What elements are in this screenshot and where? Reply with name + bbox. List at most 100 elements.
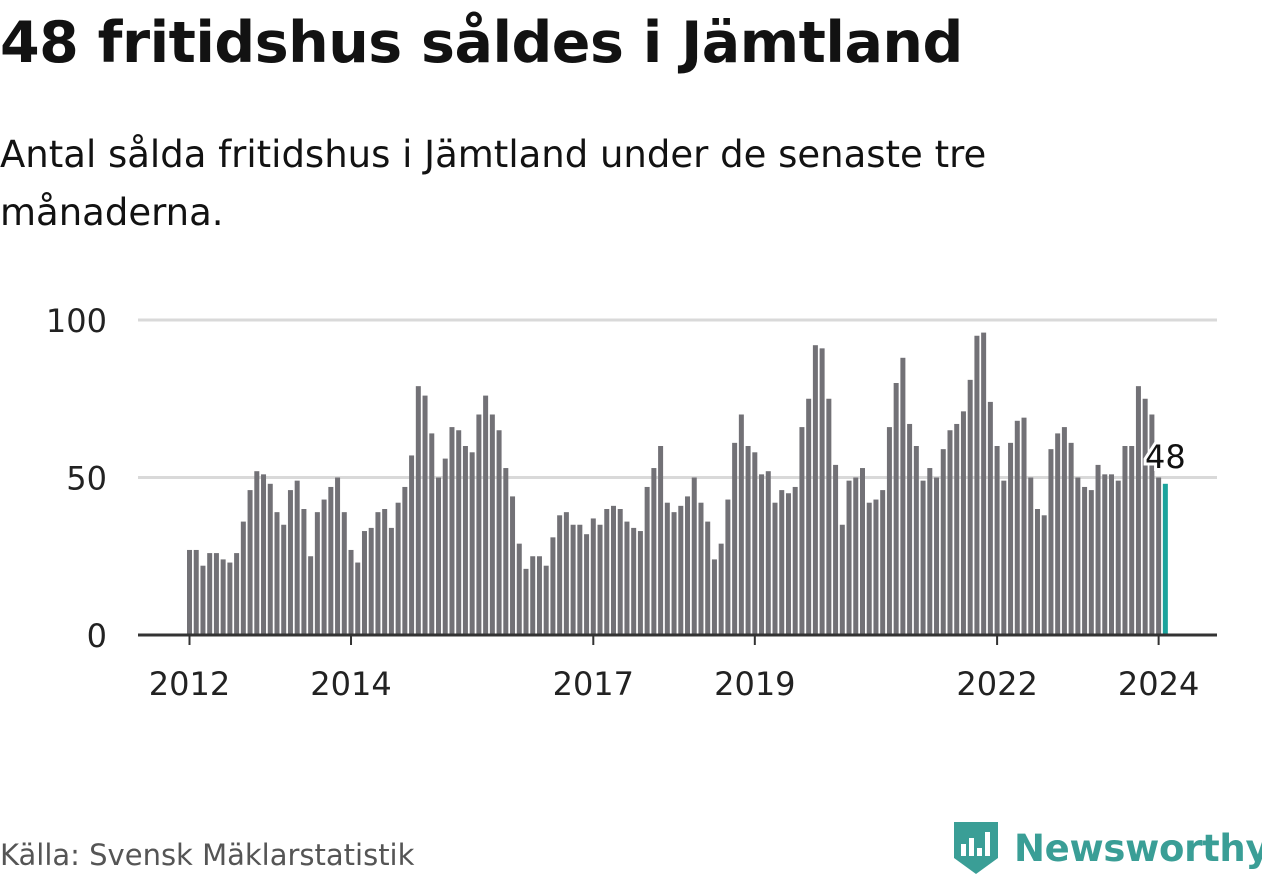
bar <box>927 468 933 635</box>
bar <box>711 559 717 635</box>
bar <box>247 490 253 635</box>
bar <box>880 490 886 635</box>
bar <box>738 414 744 635</box>
bar <box>321 499 327 635</box>
latest-value-label: 48 <box>1145 438 1186 476</box>
bar <box>281 524 287 635</box>
bar <box>981 332 987 635</box>
x-tick-label: 2022 <box>956 665 1037 703</box>
bar <box>348 549 354 635</box>
bar <box>846 480 852 635</box>
brand-name: Newsworthy <box>1014 826 1262 870</box>
bar <box>220 559 226 635</box>
bar <box>1082 486 1088 635</box>
bar <box>254 471 260 635</box>
bar <box>839 524 845 635</box>
bar <box>900 357 906 635</box>
bar <box>1075 477 1081 635</box>
bar <box>792 486 798 635</box>
bar <box>745 446 751 635</box>
bar <box>341 512 347 635</box>
bar <box>806 398 812 635</box>
x-tick-label: 2017 <box>553 665 634 703</box>
bar <box>610 505 616 635</box>
bar <box>1055 433 1061 635</box>
bar <box>1102 474 1108 635</box>
bar <box>402 486 408 635</box>
x-tick-label: 2014 <box>310 665 391 703</box>
bar <box>187 549 192 635</box>
bar <box>940 449 946 635</box>
bar <box>449 427 455 635</box>
bar <box>489 414 495 635</box>
bar <box>213 553 219 635</box>
bar <box>543 565 549 635</box>
chart-title: 48 fritidshus såldes i Jämtland <box>0 10 963 76</box>
bar <box>920 480 926 635</box>
bar <box>429 433 435 635</box>
bar <box>934 477 940 635</box>
bar <box>637 531 643 635</box>
bar <box>644 486 650 635</box>
bar <box>833 464 839 635</box>
bar-highlight <box>1162 483 1168 635</box>
bar <box>685 496 691 635</box>
bar <box>1048 449 1054 635</box>
bar <box>1149 414 1155 635</box>
bar <box>725 499 731 635</box>
bar <box>476 414 482 635</box>
bar <box>207 553 213 635</box>
bar <box>987 401 993 635</box>
bar-chart: 0 50 100 2012 2014 2017 2019 2022 2024 48 <box>46 302 1217 703</box>
bar <box>261 474 267 635</box>
bar <box>274 512 280 635</box>
newsworthy-logo[interactable]: Newsworthy <box>950 818 1262 878</box>
bar <box>785 493 791 635</box>
bar <box>240 521 246 635</box>
bar <box>1088 490 1094 635</box>
bar <box>469 452 475 635</box>
bar <box>462 446 468 635</box>
bar <box>503 468 509 635</box>
bar <box>873 499 879 635</box>
bar <box>678 505 684 635</box>
bar <box>860 468 865 635</box>
bar <box>557 515 563 635</box>
bar <box>826 398 832 635</box>
bar <box>732 442 738 635</box>
bar <box>577 524 583 635</box>
bar <box>866 502 872 635</box>
bar <box>1068 442 1074 635</box>
bar <box>907 423 913 635</box>
bar <box>960 411 966 635</box>
bar <box>550 537 556 635</box>
bar <box>819 348 825 635</box>
bar <box>853 477 859 635</box>
bar <box>301 509 307 635</box>
bar <box>597 524 603 635</box>
bar <box>1034 509 1040 635</box>
bar <box>294 480 300 635</box>
bar <box>227 562 233 635</box>
bar <box>483 395 489 635</box>
bar <box>698 502 704 635</box>
bar <box>536 556 542 635</box>
bar <box>415 386 421 635</box>
bar <box>617 509 623 635</box>
bar <box>651 468 657 635</box>
bar <box>510 496 516 635</box>
bar <box>1001 480 1007 635</box>
bar <box>456 430 462 635</box>
annotations: 48 <box>1142 435 1189 479</box>
bar <box>395 502 401 635</box>
bar <box>1122 446 1128 635</box>
bar <box>886 427 892 635</box>
bar <box>590 518 596 635</box>
bar <box>442 458 448 635</box>
bar <box>382 509 388 635</box>
bar <box>308 556 314 635</box>
bar <box>1129 446 1135 635</box>
grid-lines <box>138 318 1217 479</box>
bar <box>765 471 771 635</box>
bar <box>193 549 199 635</box>
